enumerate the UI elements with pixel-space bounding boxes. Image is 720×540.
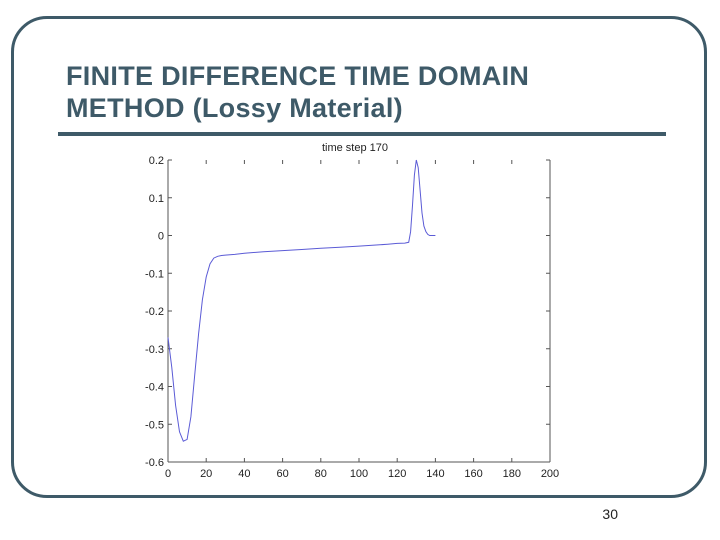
slide-title-line-2: METHOD (Lossy Material) (66, 93, 403, 123)
slide-title-line-1: FINITE DIFFERENCE TIME DOMAIN (66, 61, 530, 91)
y-tick-label: 0.2 (149, 155, 164, 167)
y-tick-label: 0 (158, 231, 164, 243)
x-tick-label: 0 (165, 468, 171, 480)
x-tick-label: 200 (541, 468, 559, 480)
y-tick-label: -0.4 (145, 382, 164, 394)
x-tick-label: 180 (503, 468, 521, 480)
x-tick-label: 100 (350, 468, 368, 480)
chart-axes: 0 20 40 60 80 100 120 140 160 180 200 0.2 0.1 0 -0.1 -0… (145, 155, 559, 480)
slide-title: FINITE DIFFERENCE TIME DOMAIN METHOD (Lo… (66, 60, 529, 124)
y-tick-label: -0.3 (145, 344, 164, 356)
x-tick-label: 140 (426, 468, 444, 480)
y-tick-label: 0.1 (149, 193, 164, 205)
x-tick-label: 160 (464, 468, 482, 480)
chart-title: time step 170 (322, 142, 388, 154)
x-tick-label: 60 (276, 468, 288, 480)
y-tick-label: -0.1 (145, 268, 164, 280)
x-tick-label: 120 (388, 468, 406, 480)
y-tick-label: -0.2 (145, 306, 164, 318)
chart-series (167, 159, 436, 442)
title-underline (58, 132, 666, 136)
slide-frame (11, 16, 707, 498)
series-line (167, 159, 436, 442)
x-tick-label: 20 (200, 468, 212, 480)
x-tick-label: 80 (315, 468, 327, 480)
x-tick-label: 40 (238, 468, 250, 480)
y-tick-label: -0.5 (145, 419, 164, 431)
page-number: 30 (602, 506, 618, 522)
y-tick-label: -0.6 (145, 457, 164, 469)
